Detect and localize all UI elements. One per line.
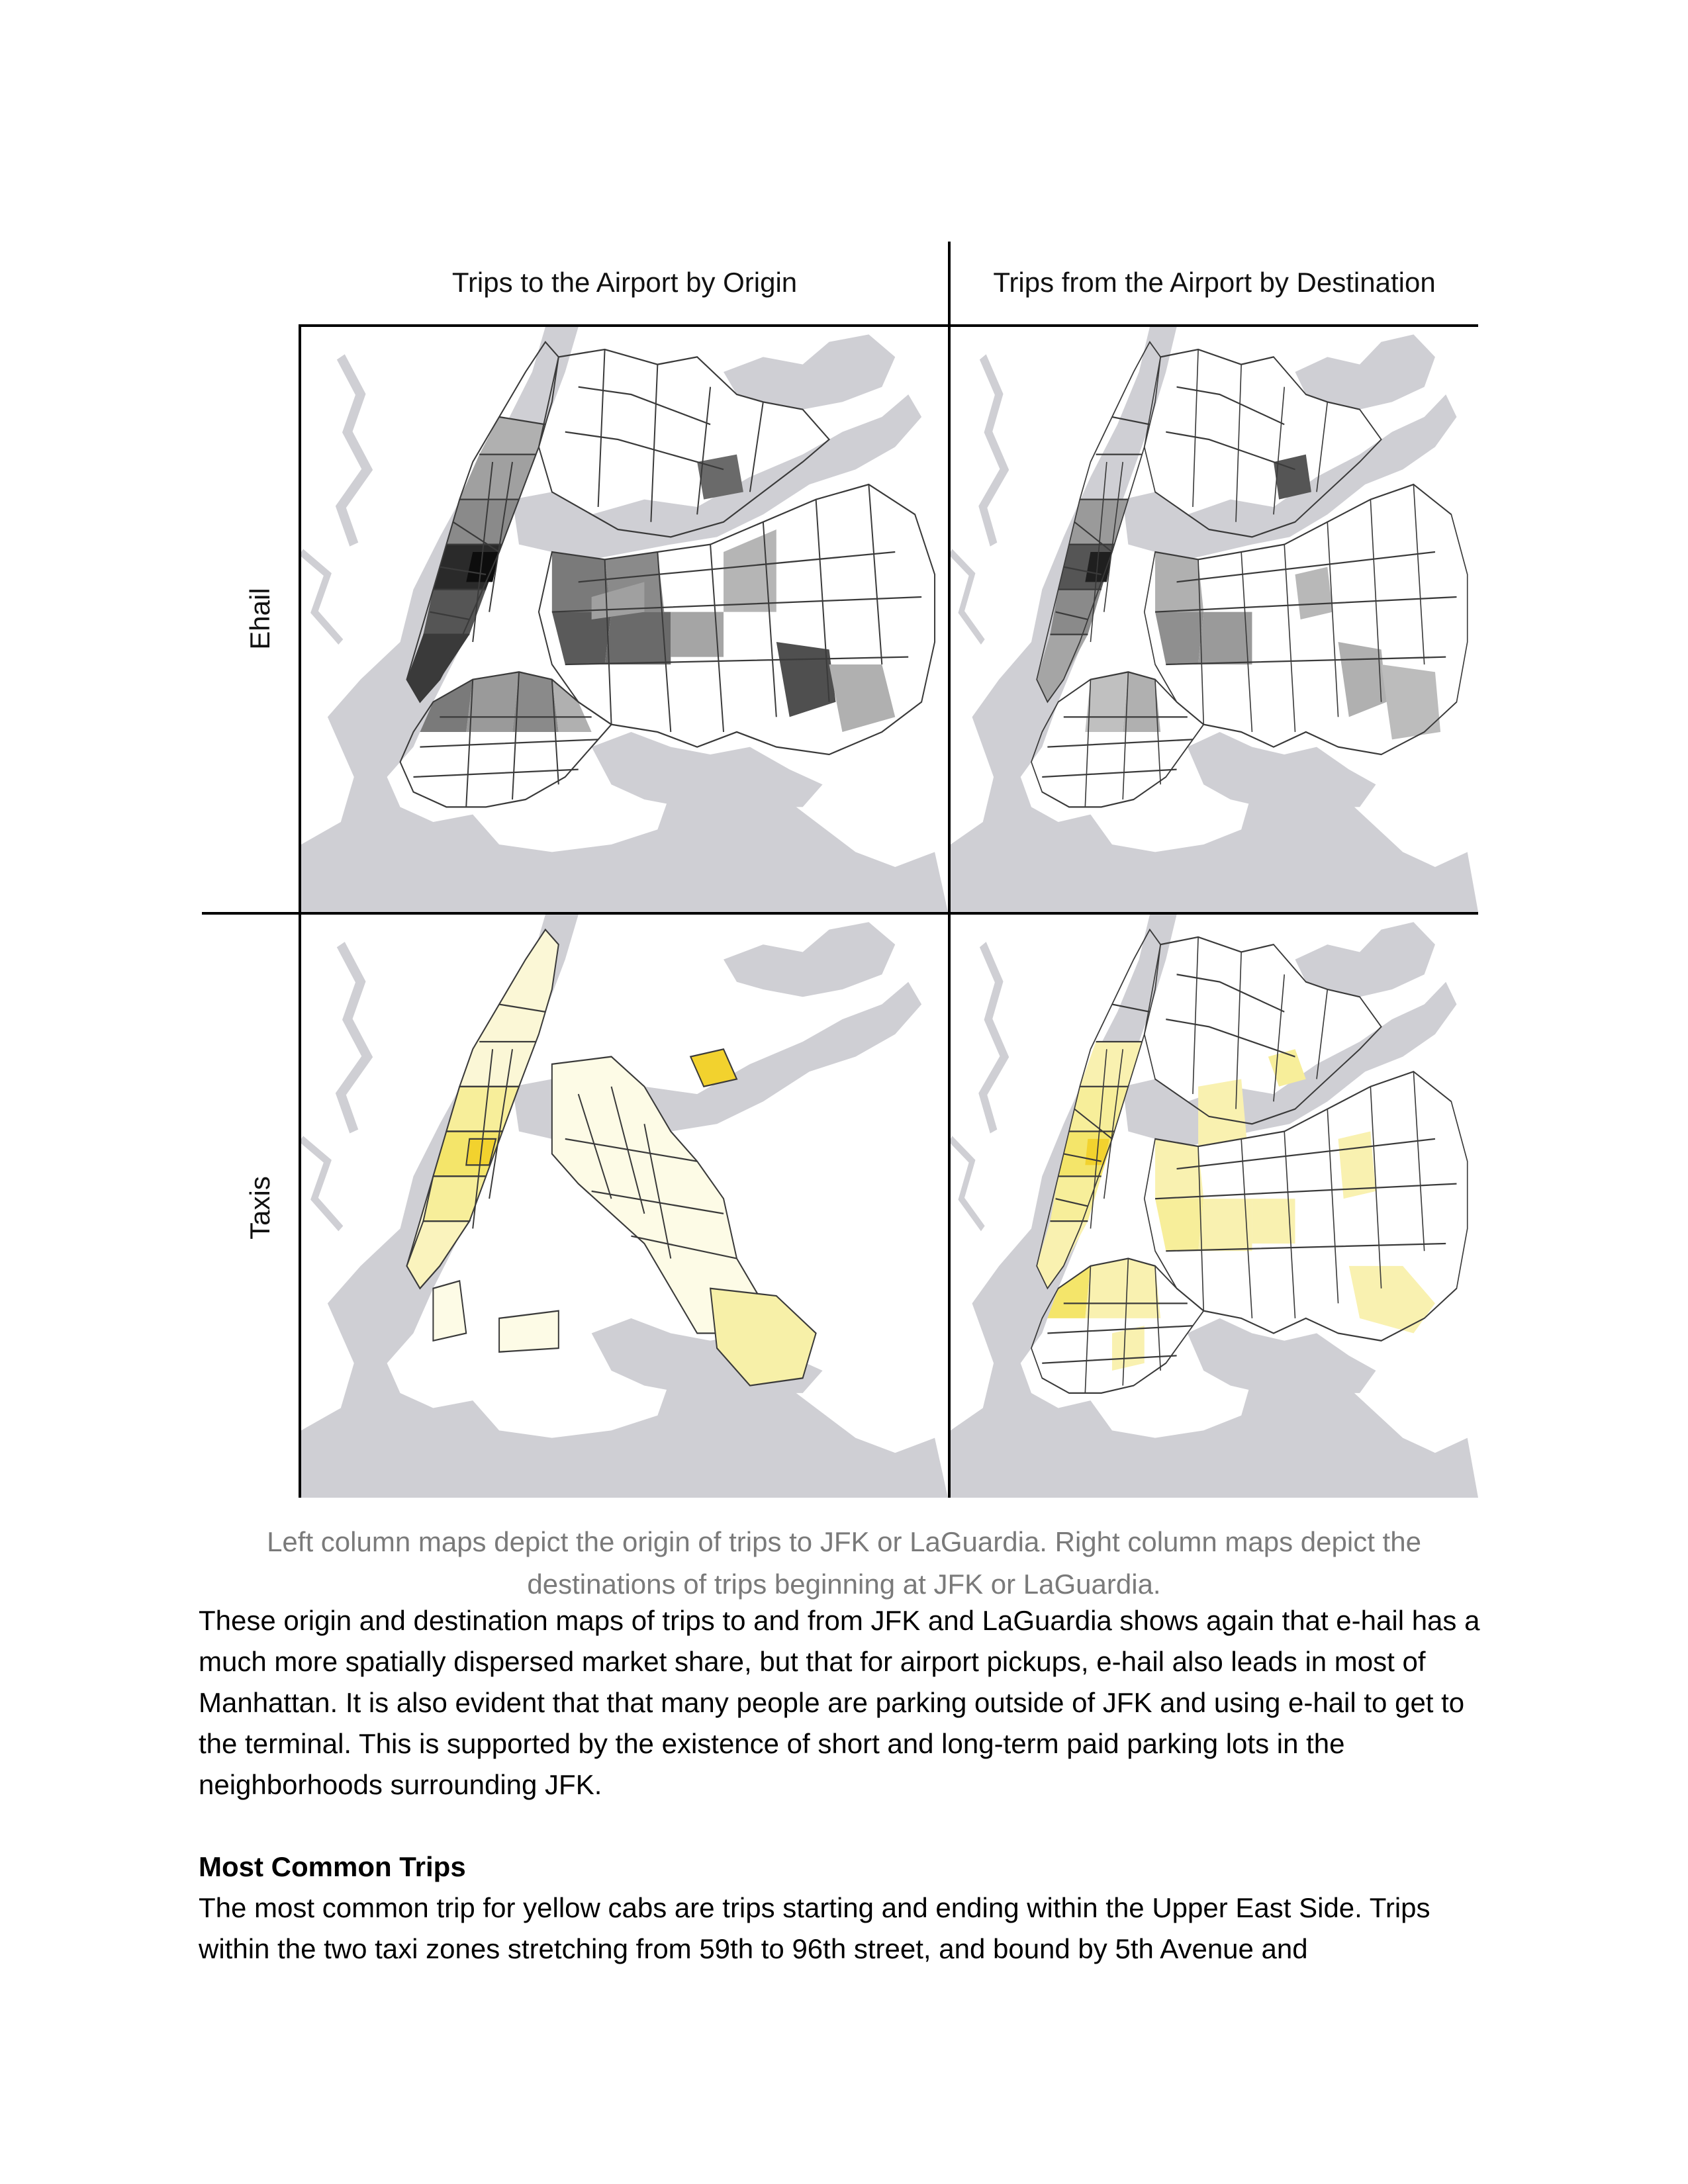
row-label-ehail: Ehail bbox=[244, 588, 275, 650]
figure-left-axis-line bbox=[299, 324, 301, 1498]
paragraph-airport-maps: These origin and destination maps of tri… bbox=[199, 1605, 1480, 1800]
figure-caption: Left column maps depict the origin of tr… bbox=[267, 1526, 1421, 1600]
map-taxis-origin bbox=[301, 915, 948, 1498]
column-title-origin: Trips to the Airport by Origin bbox=[451, 267, 798, 298]
paragraph-most-common-trips: The most common trip for yellow cabs are… bbox=[199, 1892, 1430, 1964]
map-taxis-destination bbox=[951, 915, 1478, 1498]
section-heading-most-common-trips: Most Common Trips bbox=[199, 1851, 466, 1882]
map-ehail-origin bbox=[301, 327, 948, 912]
map-ehail-destination bbox=[951, 327, 1478, 912]
figure-header-underline bbox=[299, 324, 1478, 327]
row-label-taxis: Taxis bbox=[244, 1176, 275, 1240]
figure-row-divider bbox=[202, 912, 1478, 915]
figure-divider-vertical bbox=[948, 242, 951, 1498]
ehail-origin-shaded-zones bbox=[406, 417, 896, 732]
column-title-destination: Trips from the Airport by Destination bbox=[993, 267, 1436, 298]
